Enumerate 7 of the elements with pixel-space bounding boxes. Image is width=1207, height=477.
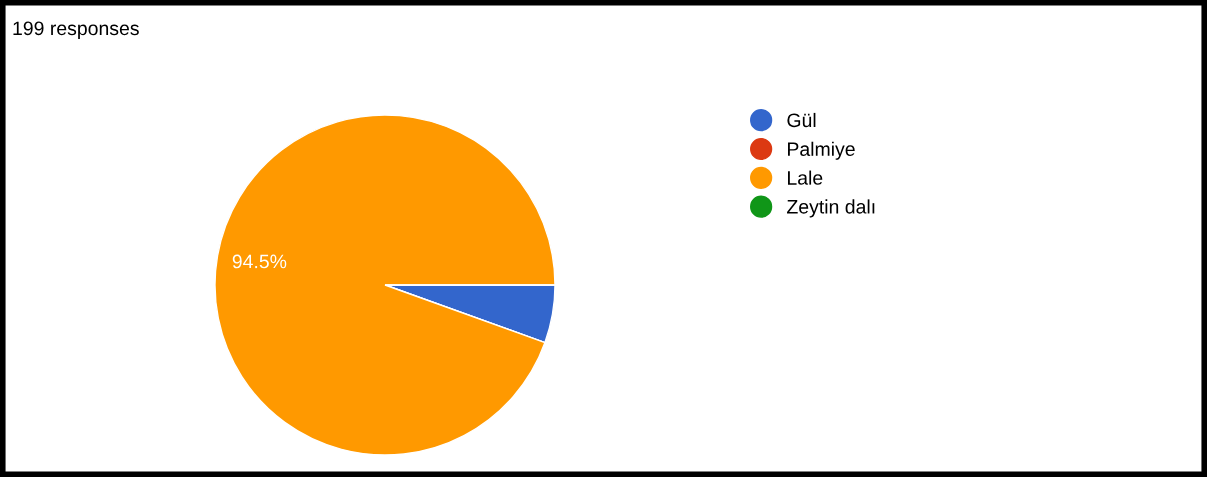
legend-label: Zeytin dalı	[787, 199, 875, 218]
pie-slice	[214, 114, 556, 456]
legend-label: Lale	[788, 170, 823, 185]
legend-label: Gül	[787, 112, 816, 128]
chart-title: 199 responses	[13, 21, 139, 40]
data-label: 94.5%	[232, 254, 287, 269]
legend-label: Palmiye	[788, 141, 855, 160]
